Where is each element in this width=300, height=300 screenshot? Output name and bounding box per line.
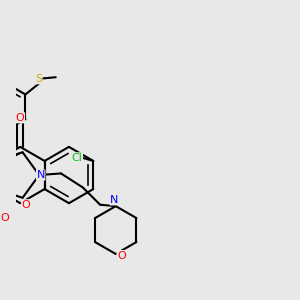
Text: O: O — [117, 250, 126, 260]
Text: O: O — [0, 212, 9, 223]
Text: S: S — [35, 74, 42, 84]
Text: O: O — [16, 113, 25, 123]
Text: Cl: Cl — [72, 153, 83, 163]
Text: N: N — [37, 170, 45, 180]
Text: O: O — [21, 200, 30, 210]
Text: N: N — [110, 195, 118, 205]
